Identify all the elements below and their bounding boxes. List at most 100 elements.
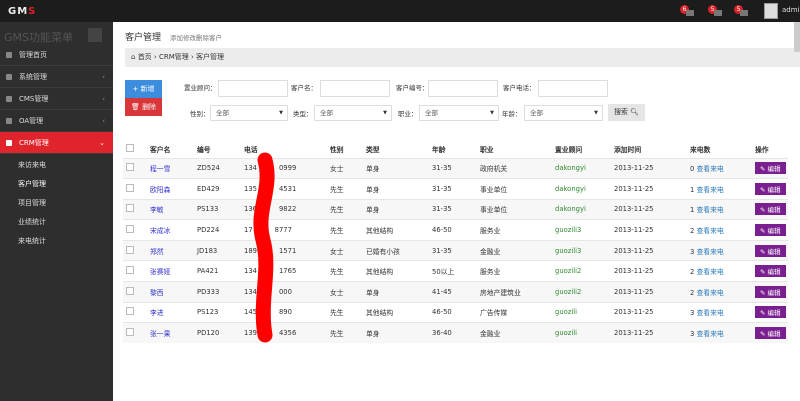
submenu-performance[interactable]: 业绩统计 <box>18 218 46 226</box>
job-select[interactable]: 全部 ▼ <box>419 105 499 121</box>
phone-label: 客户电话： <box>503 84 536 92</box>
type: 其他结构 <box>363 219 429 241</box>
view-calls-link[interactable]: 查看来电 <box>696 247 724 256</box>
row-checkbox[interactable] <box>126 163 134 172</box>
phone-input[interactable] <box>538 80 608 97</box>
breadcrumb-crm[interactable]: CRM管理 <box>158 53 189 61</box>
edit-button[interactable]: ✎ 编辑 <box>755 327 786 340</box>
customer-code: PD333 <box>194 281 241 303</box>
edit-button[interactable]: ✎ 编辑 <box>755 265 786 278</box>
view-calls-link[interactable]: 查看来电 <box>696 309 724 318</box>
edit-icon: ✎ <box>760 227 766 236</box>
phone-suffix: 890 <box>278 308 292 317</box>
col-job[interactable]: 职业 <box>480 145 494 154</box>
customer-name-link[interactable]: 欧阳森 <box>150 185 171 194</box>
breadcrumb-home[interactable]: 首页 <box>137 53 152 61</box>
name-input[interactable] <box>320 80 390 97</box>
row-checkbox[interactable] <box>126 204 134 213</box>
add-button[interactable]: + 新增 <box>125 80 162 98</box>
added-date: 2013-11-25 <box>611 322 687 344</box>
label: 系统管理 <box>19 73 47 81</box>
row-checkbox[interactable] <box>126 183 134 192</box>
customer-name-link[interactable]: 李进 <box>150 309 164 318</box>
code-input[interactable] <box>428 80 498 97</box>
sidebar-item-system[interactable]: 系统管理 ‹ <box>0 66 113 88</box>
age-select[interactable]: 全部 ▼ <box>524 105 603 121</box>
customer-name-link[interactable]: 宋成冰 <box>150 227 171 236</box>
customer-name-link[interactable]: 郑然 <box>150 247 164 256</box>
view-calls-link[interactable]: 查看来电 <box>696 330 724 339</box>
avatar[interactable] <box>764 3 778 19</box>
sidebar-item-crm[interactable]: CRM管理 ⌄ <box>0 132 113 154</box>
phone-suffix: 0999 <box>278 164 297 173</box>
row-checkbox[interactable] <box>126 266 134 275</box>
customer-name-link[interactable]: 黎西 <box>150 288 164 297</box>
customer-name-link[interactable]: 张一果 <box>150 330 171 339</box>
edit-button[interactable]: ✎ 编辑 <box>755 162 786 175</box>
age: 31-35 <box>429 178 477 200</box>
row-checkbox[interactable] <box>126 307 134 316</box>
view-calls-link[interactable]: 查看来电 <box>696 165 724 174</box>
mail-notification-icon[interactable]: 5 <box>708 5 724 17</box>
advisor-input[interactable] <box>218 80 288 97</box>
customer-table: 客户名 编号 电话 性别 类型 年龄 职业 置业顾问 添加时间 来电数 操作 程… <box>123 140 788 344</box>
row-checkbox[interactable] <box>126 328 134 337</box>
type-select[interactable]: 全部 ▼ <box>314 105 392 121</box>
phone-suffix: 4531 <box>278 184 297 193</box>
view-calls-link[interactable]: 查看来电 <box>696 206 724 215</box>
view-calls-link[interactable]: 查看来电 <box>696 268 724 277</box>
home-icon: ⌂ <box>131 53 136 61</box>
label: 编辑 <box>767 268 781 277</box>
view-calls-link[interactable]: 查看来电 <box>696 227 724 236</box>
job: 事业单位 <box>477 178 552 200</box>
user-notification-icon[interactable]: 6 <box>680 5 696 17</box>
logo: GMS <box>8 6 37 17</box>
gender: 先生 <box>327 198 363 220</box>
submenu-projects[interactable]: 项目管理 <box>18 199 46 207</box>
menu-toggle-icon[interactable] <box>88 28 102 42</box>
col-date[interactable]: 添加时间 <box>614 145 642 154</box>
gender-select[interactable]: 全部 ▼ <box>210 105 288 121</box>
row-checkbox[interactable] <box>126 245 134 254</box>
submenu-call-stats[interactable]: 来电统计 <box>18 237 46 245</box>
edit-button[interactable]: ✎ 编辑 <box>755 285 786 298</box>
edit-button[interactable]: ✎ 编辑 <box>755 203 786 216</box>
col-advisor[interactable]: 置业顾问 <box>555 145 583 154</box>
col-gender[interactable]: 性别 <box>330 145 344 154</box>
scrollbar[interactable] <box>794 22 800 52</box>
view-calls-link[interactable]: 查看来电 <box>696 185 724 194</box>
call-count: 0 <box>690 165 695 174</box>
user-name[interactable]: admin <box>782 6 800 14</box>
col-phone[interactable]: 电话 <box>244 145 258 154</box>
edit-button[interactable]: ✎ 编辑 <box>755 306 786 319</box>
view-calls-link[interactable]: 查看来电 <box>696 288 724 297</box>
customer-name-link[interactable]: 李敏 <box>150 206 164 215</box>
row-checkbox[interactable] <box>126 225 134 234</box>
submenu-visits[interactable]: 来访来电 <box>18 161 46 169</box>
customer-name-link[interactable]: 程一雪 <box>150 165 171 174</box>
advisor: guozili <box>555 308 578 317</box>
gender: 先生 <box>327 219 363 241</box>
sidebar-item-cms[interactable]: CMS管理 ‹ <box>0 88 113 110</box>
submenu-customers[interactable]: 客户管理 <box>18 180 46 188</box>
chevron-left-icon: ‹ <box>102 73 105 81</box>
col-type[interactable]: 类型 <box>366 145 380 154</box>
delete-button[interactable]: 🗑 删除 <box>125 98 162 116</box>
edit-button[interactable]: ✎ 编辑 <box>755 244 786 257</box>
sidebar-item-oa[interactable]: OA管理 ‹ <box>0 110 113 132</box>
search-button[interactable]: 搜索 🔍︎ <box>608 104 645 121</box>
col-name[interactable]: 客户名 <box>150 145 171 154</box>
select-all-checkbox[interactable] <box>126 143 134 152</box>
task-notification-icon[interactable]: 5 <box>734 5 750 17</box>
type-label: 类型： <box>293 110 313 118</box>
customer-name-link[interactable]: 张赛娅 <box>150 268 171 277</box>
edit-button[interactable]: ✎ 编辑 <box>755 224 786 237</box>
col-code[interactable]: 编号 <box>197 145 211 154</box>
edit-button[interactable]: ✎ 编辑 <box>755 182 786 195</box>
caret-down-icon: ▼ <box>383 110 387 116</box>
col-calls[interactable]: 来电数 <box>690 145 711 154</box>
row-checkbox[interactable] <box>126 286 134 295</box>
type: 其他结构 <box>363 260 429 282</box>
sidebar-item-home[interactable]: 管理首页 <box>0 44 113 66</box>
col-age[interactable]: 年龄 <box>432 145 446 154</box>
